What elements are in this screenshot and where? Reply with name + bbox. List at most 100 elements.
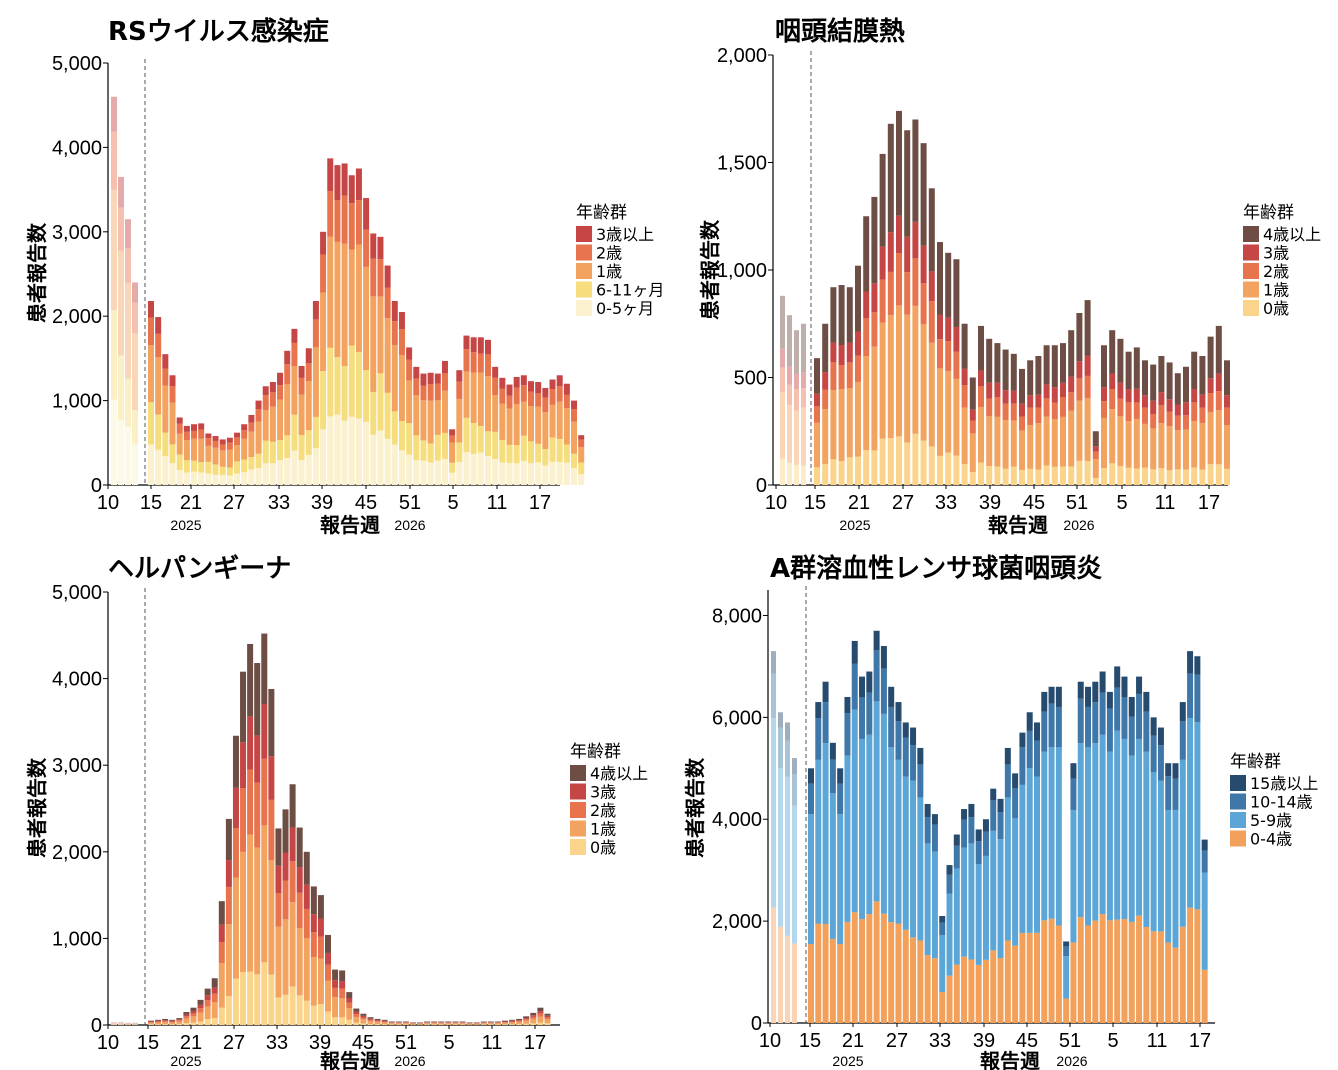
bar-segment	[1133, 347, 1140, 389]
bar-segment	[851, 640, 858, 664]
x-tick-label: 45	[355, 492, 377, 514]
bar-segment	[162, 354, 169, 369]
bar-segment	[494, 1023, 501, 1025]
bar-segment	[353, 1011, 360, 1014]
bar-segment	[1136, 693, 1143, 739]
bar-segment	[1077, 743, 1084, 918]
bar-segment	[384, 438, 391, 485]
bar-segment	[1002, 403, 1009, 420]
bar-segment	[1201, 839, 1208, 851]
bar-segment	[535, 393, 542, 407]
history-bar-segment	[794, 410, 799, 465]
bar-segment	[912, 433, 919, 485]
bar-segment	[413, 395, 420, 436]
bar-segment	[814, 467, 820, 485]
bar-segment	[452, 1022, 459, 1024]
bar-segment	[855, 265, 861, 332]
bar-segment	[961, 323, 968, 369]
bar-segment	[241, 430, 248, 439]
x-tick-label: 33	[266, 1032, 288, 1054]
bar-segment	[1041, 751, 1048, 921]
bar-segment	[327, 236, 334, 348]
bar-segment	[254, 782, 261, 848]
bar-segment	[484, 455, 491, 485]
history-bar-segment	[771, 907, 776, 1023]
bar-segment	[814, 358, 820, 394]
bar-segment	[205, 461, 212, 474]
bar-segment	[248, 431, 255, 457]
history-bar-segment	[118, 420, 124, 485]
bar-segment	[1224, 407, 1230, 426]
bar-segment	[880, 913, 887, 1023]
bar-segment	[1172, 763, 1179, 779]
x-tick-label: 27	[886, 1030, 908, 1052]
bar-segment	[370, 391, 377, 435]
bar-segment	[310, 1005, 317, 1025]
bar-segment	[463, 417, 470, 453]
legend-swatch	[570, 783, 586, 800]
legend-swatch	[576, 281, 592, 298]
bar-segment	[211, 1002, 218, 1018]
bar-segment	[1158, 392, 1165, 406]
bar-segment	[571, 400, 578, 410]
bar-segment	[398, 329, 405, 356]
bar-segment	[1191, 389, 1198, 403]
bar-segment	[808, 783, 814, 815]
bar-segment	[879, 438, 886, 485]
bar-segment	[417, 1023, 424, 1025]
bar-segment	[176, 1021, 183, 1024]
bar-segment	[148, 1020, 154, 1022]
bar-segment	[162, 385, 169, 433]
bar-segment	[212, 436, 219, 441]
bar-segment	[1183, 415, 1189, 430]
bar-segment	[148, 402, 154, 445]
bar-segment	[838, 389, 845, 462]
bar-segment	[530, 1012, 537, 1016]
bar-segment	[502, 1024, 508, 1025]
bar-segment	[1187, 907, 1194, 1023]
bar-segment	[348, 203, 355, 250]
bar-segment	[1150, 931, 1157, 1023]
bar-segment	[355, 168, 362, 201]
bar-segment	[1012, 945, 1019, 1023]
bar-segment	[219, 439, 226, 445]
bar-segment	[1019, 747, 1026, 785]
bar-segment	[456, 370, 463, 382]
bar-segment	[1048, 703, 1055, 748]
bar-segment	[409, 1023, 416, 1025]
bar-segment	[523, 1018, 530, 1020]
bar-segment	[1121, 676, 1128, 698]
bar-segment	[549, 379, 556, 389]
bar-segment	[176, 423, 183, 434]
x-tick-label: 5	[447, 492, 458, 514]
bar-segment	[563, 394, 570, 409]
bar-segment	[225, 860, 232, 887]
year-label: 2026	[394, 517, 425, 533]
legend-item: 3歳	[1263, 244, 1289, 263]
bar-segment	[381, 1021, 388, 1023]
bar-segment	[1194, 656, 1201, 675]
bar-segment	[1070, 778, 1077, 810]
bar-segment	[176, 1020, 183, 1022]
bar-segment	[1199, 356, 1206, 395]
bar-segment	[377, 236, 384, 260]
history-bar-segment	[125, 378, 131, 427]
bar-segment	[248, 422, 255, 432]
bar-segment	[346, 1019, 353, 1025]
bar-segment	[887, 438, 894, 485]
bar-segment	[320, 292, 327, 372]
x-tick-label: 10	[765, 492, 787, 514]
bar-segment	[859, 738, 866, 920]
x-tick-label: 51	[1059, 1030, 1081, 1052]
bar-segment	[452, 1023, 459, 1025]
bar-segment	[367, 1018, 374, 1020]
bar-segment	[218, 942, 225, 964]
bar-segment	[1092, 743, 1099, 921]
bar-segment	[363, 370, 370, 422]
bar-segment	[990, 788, 997, 801]
bar-segment	[953, 326, 960, 352]
bar-segment	[523, 1020, 530, 1024]
bar-segment	[945, 341, 952, 372]
bar-segment	[1035, 407, 1042, 424]
